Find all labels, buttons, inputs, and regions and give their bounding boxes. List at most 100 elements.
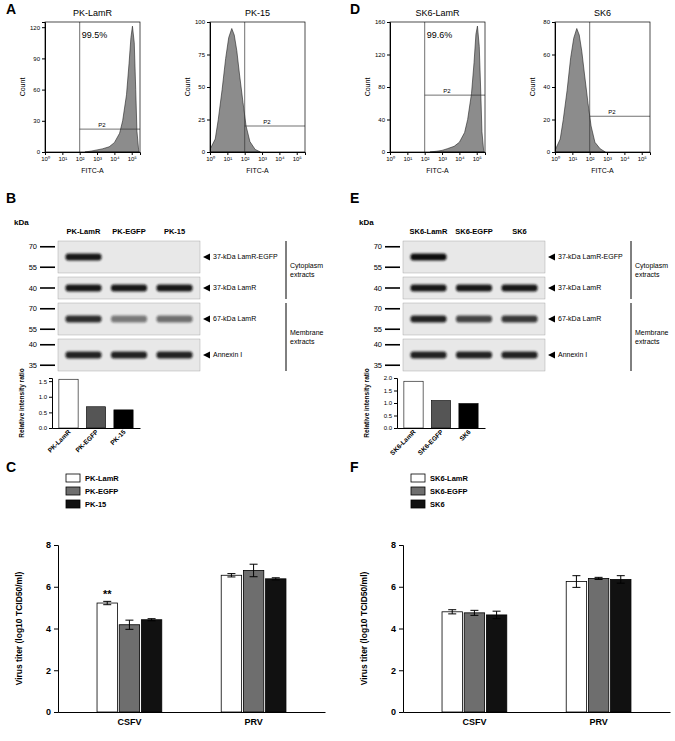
marker-label: 55 [29,325,37,334]
gate-label: P2 [443,88,451,94]
tick-label: 1.5 [384,388,393,394]
axis: 0.00.51.01.52.0 [384,375,398,431]
tick-mark [552,87,555,88]
bar [141,620,161,712]
tick-mark [552,55,555,56]
group-bracket [631,241,632,299]
tick: SK6-LamR [389,428,417,456]
axis-line [552,23,556,153]
tick-mark [387,87,390,88]
error-cap [250,564,258,565]
band [410,254,446,261]
plot-area [59,379,133,428]
arrowhead [203,285,210,292]
group-label: Cytoplasmextracts [290,262,323,278]
tick-label: 2 [46,666,51,676]
tick: 120 [30,25,45,31]
plot-frame [210,22,305,152]
error-line [129,620,130,629]
histogram-area [430,26,484,152]
flow-histogram: PK-15P210⁰10¹10²10³10⁴10⁵0255075100FITC-… [184,8,306,174]
tick-label: 80 [543,19,550,25]
band [456,316,492,323]
tick-mark [552,120,555,121]
western-blot: kDaPK-LamRPK-EGFPPK-15705537-kDa LamR-EG… [14,218,324,371]
axis-line [394,379,398,429]
error-bar [227,574,235,577]
grouped-bar-chart: **02468CSFVPRVVirus titer (log10 TCID50/… [14,474,326,728]
tick-label: 10⁴ [275,156,285,162]
band [156,352,192,359]
error-cap [227,576,235,577]
bar [86,407,105,428]
tick-mark [399,712,403,713]
error-line [474,610,475,615]
tick: PRV [589,712,607,727]
error-bar [125,620,133,629]
axis: 10⁰10¹10²10³10⁴10⁵ [386,152,485,162]
tick-mark [394,378,397,379]
tick-mark [607,152,608,155]
tick-mark [279,152,280,155]
tick: 10⁵ [293,152,303,162]
flow-histogram: SK6P210⁰10¹10²10³10⁴10⁵020406080FITC-ACo… [529,8,651,174]
axis-line [207,23,211,153]
tick-mark [42,152,45,153]
marker-tick [385,364,400,366]
tick: 1.0 [39,394,52,400]
tick-label: PRV [589,717,607,727]
tick: 20 [543,117,555,123]
tick-mark [54,629,58,630]
error-bar [493,611,501,619]
tick: 10⁰ [41,152,50,162]
tick-label: 10⁴ [455,156,465,162]
tick-label: 50 [198,84,205,90]
tick-mark [552,22,555,23]
tick: 10² [76,152,85,162]
tick-mark [262,152,263,155]
tick-label: 75 [198,52,205,58]
marker-label: 70 [29,242,37,251]
band [410,352,446,359]
tick: 8 [391,540,403,550]
tick: 100 [195,19,210,25]
legend-label: PK-15 [85,500,106,509]
tick-mark [590,152,591,155]
tick-mark [477,152,478,155]
axis: 10⁰10¹10²10³10⁴10⁵ [206,152,305,162]
axis: 02468 [46,540,59,717]
tick-mark [114,152,115,155]
marker-label: 35 [29,361,37,370]
figure: ABCDEFPK-LamRP299.5%10⁰10¹10²10³10⁴10⁵03… [0,0,675,741]
tick-mark [407,152,408,155]
tick-mark [642,152,643,155]
tick: 8 [46,540,58,550]
tick-label: 10² [241,156,250,162]
y-axis-title: Count [184,78,191,97]
tick-mark [399,545,403,546]
tick-label: 20 [543,117,550,123]
bar [59,379,78,428]
tick-mark [394,403,397,404]
bar [442,612,462,712]
tick: 75 [198,52,210,58]
arrowhead [548,352,555,359]
marker-label: 40 [29,340,37,349]
error-cap [125,629,133,630]
tick-label: 10⁰ [386,155,395,162]
error-cap [470,610,478,611]
marker-label: 70 [374,242,382,251]
axis-line [42,23,46,153]
bar [266,579,286,712]
arrowhead [548,285,555,292]
histogram-area [210,29,260,153]
tick-label: 0.0 [39,425,48,431]
tick-mark [207,120,210,121]
legend-swatch [66,474,80,482]
band [65,316,101,323]
band-label: 67-kDa LamR [213,315,256,322]
y-axis-title: Count [529,78,536,97]
panel-label: A [6,1,16,17]
axis-line [59,712,326,713]
flow-histogram: SK6-LamRP299.6%10⁰10¹10²10³10⁴10⁵0408012… [364,8,486,174]
